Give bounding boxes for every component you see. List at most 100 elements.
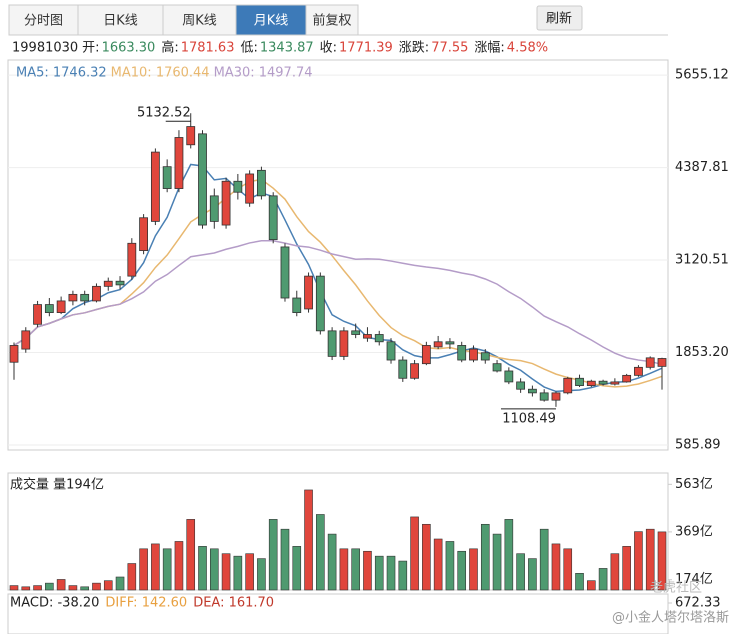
- volume-title: 成交量 量194亿: [10, 477, 104, 493]
- y-tick-label: 3120.51: [675, 253, 729, 268]
- volume-bar: [410, 516, 419, 591]
- candle-body: [421, 345, 431, 365]
- volume-bar: [504, 519, 514, 591]
- ma-label: MA5: 1746.32: [16, 66, 107, 81]
- volume-bar: [139, 548, 148, 591]
- candle-body: [233, 180, 243, 193]
- volume-bar: [174, 541, 184, 591]
- volume-bar: [587, 580, 596, 591]
- refresh-label[interactable]: 刷新: [546, 11, 572, 27]
- candle-body: [9, 345, 19, 363]
- candle-body: [186, 126, 196, 146]
- candle-body: [257, 169, 266, 197]
- candle-body: [645, 357, 655, 368]
- volume-bar: [575, 573, 584, 591]
- ma-line: [13, 163, 663, 393]
- volume-bar: [645, 528, 655, 591]
- candle-body: [245, 173, 255, 204]
- info-value: 1663.30: [102, 41, 156, 56]
- tab[interactable]: [77, 4, 164, 36]
- volume-bar: [162, 548, 172, 591]
- volume-bar: [610, 553, 620, 591]
- candle-body: [539, 392, 549, 401]
- macd-label: DEA: 161.70: [193, 596, 274, 611]
- info-label: 低:: [240, 41, 257, 56]
- max-label: 5132.52: [137, 106, 191, 121]
- candle-body: [209, 195, 219, 222]
- candle-body: [280, 246, 290, 299]
- candle-body: [268, 195, 278, 241]
- volume-bar: [598, 568, 608, 591]
- volume-bar: [115, 576, 125, 591]
- volume-bar: [457, 550, 467, 591]
- candle-body: [162, 166, 172, 189]
- volume-bar: [622, 546, 631, 591]
- candle-body: [115, 280, 125, 286]
- candle-body: [33, 304, 42, 325]
- info-value: 4.58%: [507, 41, 548, 56]
- refresh-button[interactable]: [536, 5, 583, 31]
- candle-body: [433, 341, 443, 348]
- volume-bar: [433, 538, 443, 591]
- tab-label[interactable]: 前复权: [312, 13, 351, 29]
- volume-bar: [45, 582, 54, 591]
- info-label: 高:: [161, 40, 178, 56]
- volume-bar: [245, 553, 254, 591]
- candle-body: [198, 133, 207, 226]
- candle-body: [150, 151, 160, 222]
- volume-bar: [268, 519, 278, 591]
- price-panel: [7, 59, 669, 451]
- candle-body: [598, 380, 608, 385]
- candle-body: [610, 381, 620, 385]
- volume-bar: [186, 519, 196, 591]
- tab-label[interactable]: 周K线: [182, 14, 217, 29]
- candle-body: [563, 377, 573, 394]
- volume-bar: [492, 533, 502, 591]
- tab-label[interactable]: 日K线: [103, 14, 138, 29]
- candle-body: [127, 242, 137, 277]
- tab-label[interactable]: 分时图: [24, 14, 63, 29]
- volume-bar: [480, 523, 490, 591]
- candle-body: [351, 330, 361, 335]
- volume-bar: [304, 489, 313, 591]
- tab[interactable]: [8, 4, 79, 36]
- candle-body: [410, 363, 419, 379]
- info-value: 1771.39: [339, 41, 393, 56]
- candle-body: [139, 217, 149, 251]
- candle-body: [528, 388, 537, 394]
- volume-bar: [327, 533, 337, 591]
- candle-body: [622, 374, 632, 383]
- macd-label: DIFF: 142.60: [105, 596, 187, 611]
- ma-label: MA10: 1760.44: [111, 66, 210, 81]
- ma-label: MA30: 1497.74: [214, 66, 313, 81]
- candle-body: [480, 352, 490, 361]
- info-label: 开:: [82, 41, 99, 56]
- macd-tick-label: 672.33: [675, 596, 721, 611]
- candle-body: [504, 370, 514, 383]
- candle-body: [445, 341, 455, 345]
- tab-label[interactable]: 月K线: [254, 14, 289, 29]
- volume-bar: [316, 514, 325, 591]
- candle-body: [386, 341, 396, 361]
- candle-body: [492, 363, 502, 372]
- candle-body: [327, 330, 337, 357]
- candle-body: [21, 330, 31, 350]
- candle-body: [292, 297, 302, 314]
- volume-bar: [9, 585, 19, 591]
- ma-line: [13, 240, 663, 366]
- volume-bar: [257, 558, 266, 591]
- volume-bar: [339, 548, 349, 591]
- info-value: 1781.63: [181, 41, 235, 56]
- volume-bar: [233, 555, 243, 591]
- volume-bar: [127, 563, 137, 591]
- candle-body: [221, 180, 231, 226]
- volume-tick-label: 563亿: [675, 477, 713, 492]
- volume-bar: [469, 548, 478, 591]
- volume-bar: [68, 585, 78, 591]
- info-value: 1343.87: [260, 41, 314, 56]
- candle-body: [469, 348, 478, 361]
- candle-body: [575, 377, 584, 386]
- volume-bar: [539, 528, 549, 591]
- candle-body: [315, 275, 325, 332]
